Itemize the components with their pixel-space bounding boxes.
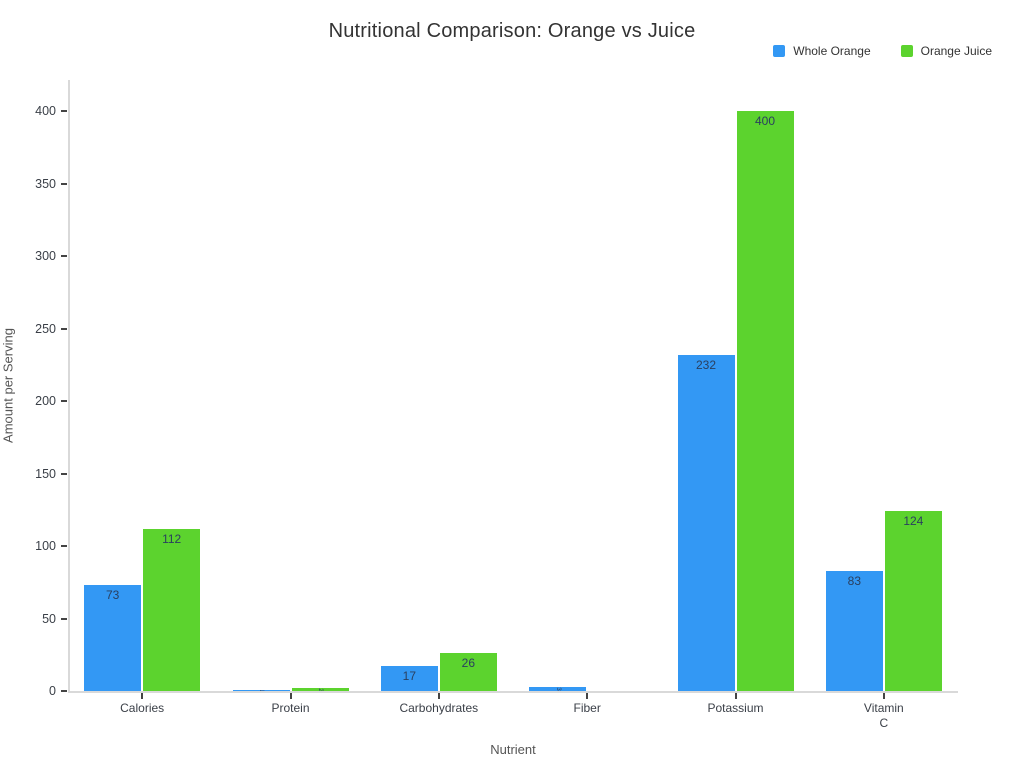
- bar-value-label: 2: [317, 688, 323, 691]
- bar-whole-orange-carbohydrates[interactable]: 17: [380, 666, 438, 691]
- legend-swatch-orange-juice: [900, 45, 913, 57]
- x-axis-title: Nutrient: [490, 742, 536, 757]
- y-tick-label: 200: [35, 394, 56, 408]
- y-tick-mark: [61, 327, 67, 330]
- y-tick-label: 350: [35, 176, 56, 191]
- y-tick-label: 400: [35, 104, 56, 118]
- y-tick-label: 250: [35, 321, 56, 336]
- legend-label-orange-juice: Orange Juice: [920, 44, 992, 58]
- y-tick-label: 0: [49, 684, 56, 698]
- x-tick-mark: [437, 693, 440, 699]
- bar-value-label: 124: [903, 514, 924, 529]
- y-tick-mark: [61, 400, 67, 402]
- x-tick-label-vitamin-c: Vitamin C: [863, 701, 904, 730]
- x-tick-label-potassium: Potassium: [707, 701, 764, 715]
- bar-value-label: 1: [258, 690, 264, 691]
- y-tick-mark: [61, 110, 67, 112]
- y-tick-mark: [61, 690, 67, 692]
- x-tick-label-fiber: Fiber: [573, 701, 601, 715]
- x-tick-mark: [586, 693, 589, 699]
- x-tick-mark: [882, 693, 885, 699]
- y-axis-line: [68, 80, 70, 691]
- bar-value-label: 3: [554, 687, 561, 691]
- legend-item-whole-orange[interactable]: Whole Orange: [773, 44, 871, 58]
- y-tick-label: 100: [35, 539, 56, 553]
- bar-value-label: 83: [847, 573, 861, 588]
- y-tick-mark: [61, 182, 67, 185]
- bar-value-label: 112: [162, 531, 182, 546]
- chart-title: Nutritional Comparison: Orange vs Juice: [328, 20, 696, 42]
- y-tick-mark: [61, 545, 67, 547]
- y-tick-mark: [61, 255, 67, 257]
- bar-orange-juice-calories[interactable]: 112: [143, 528, 201, 691]
- x-axis-line: [68, 691, 958, 693]
- x-tick-label-calories: Calories: [120, 701, 165, 715]
- y-tick-mark: [61, 472, 67, 475]
- bar-whole-orange-calories[interactable]: 73: [84, 585, 142, 691]
- bar-orange-juice-potassium[interactable]: 400: [736, 111, 794, 691]
- y-tick-label: 150: [35, 466, 56, 481]
- bar-whole-orange-vitamin-c[interactable]: 83: [825, 570, 883, 691]
- y-tick-label: 50: [42, 611, 56, 626]
- x-tick-mark: [734, 693, 737, 699]
- bar-whole-orange-protein[interactable]: 1: [232, 689, 290, 691]
- bar-value-label: 26: [461, 656, 475, 671]
- x-tick-mark: [289, 693, 292, 699]
- legend: Whole Orange Orange Juice: [773, 44, 992, 58]
- x-tick-label-protein: Protein: [271, 701, 310, 715]
- bar-value-label: 232: [695, 357, 717, 372]
- bar-value-label: 17: [402, 669, 416, 684]
- bar-value-label: 400: [754, 114, 776, 128]
- x-tick-label-carbohydrates: Carbohydrates: [399, 701, 479, 715]
- bar-whole-orange-fiber[interactable]: 3: [529, 686, 587, 691]
- y-tick-mark: [61, 617, 67, 620]
- y-tick-label: 300: [35, 249, 56, 263]
- bar-orange-juice-carbohydrates[interactable]: 26: [439, 653, 497, 691]
- x-tick-mark: [141, 693, 144, 699]
- legend-item-orange-juice[interactable]: Orange Juice: [900, 44, 992, 58]
- bar-orange-juice-vitamin-c[interactable]: 124: [884, 511, 942, 691]
- legend-swatch-whole-orange: [773, 45, 786, 57]
- legend-label-whole-orange: Whole Orange: [793, 44, 871, 58]
- bar-value-label: 73: [105, 588, 120, 603]
- bar-whole-orange-potassium[interactable]: 232: [677, 354, 735, 691]
- bar-orange-juice-protein[interactable]: 2: [291, 688, 349, 691]
